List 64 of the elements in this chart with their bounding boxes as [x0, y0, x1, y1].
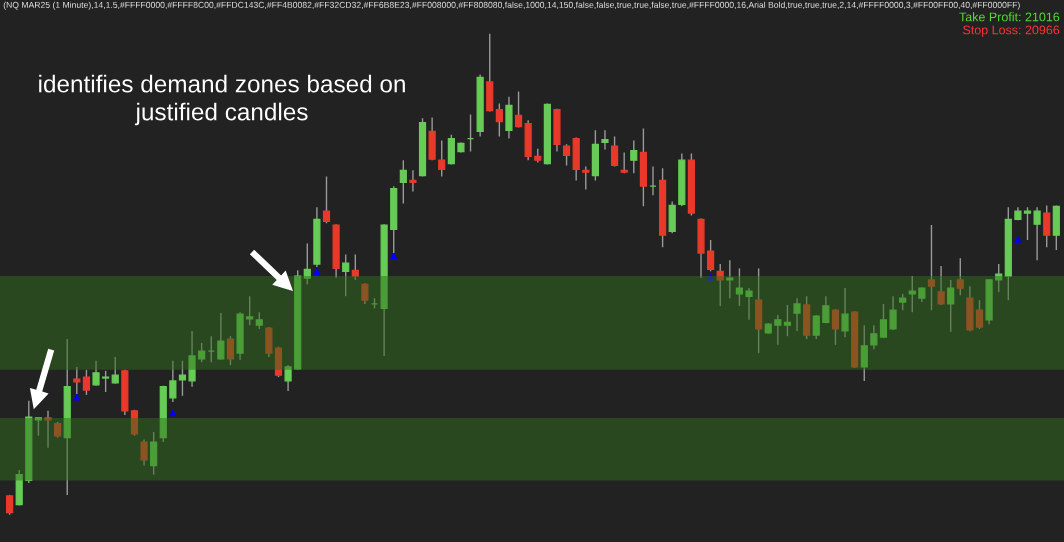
candlestick: [582, 165, 590, 191]
candlestick: [495, 102, 503, 138]
candlestick: [975, 299, 984, 330]
candlestick: [831, 308, 840, 346]
candlestick: [322, 175, 331, 224]
candlestick: [169, 360, 177, 403]
candlestick: [707, 239, 715, 272]
candlestick: [610, 135, 619, 168]
annotation: Stop Loss: 20966: [963, 25, 1060, 37]
candlestick: [889, 295, 897, 331]
candlestick: [927, 224, 936, 311]
candlestick: [284, 364, 292, 392]
candlestick: [399, 159, 407, 205]
point: [390, 251, 398, 260]
point: [313, 267, 321, 275]
candlestick: [745, 287, 753, 321]
candlestick: [102, 370, 110, 393]
candlestick: [1043, 204, 1051, 248]
text: Take Profit: 21016: [959, 12, 1060, 22]
point: [1014, 235, 1022, 243]
candlestick: [783, 304, 792, 337]
annotation: identifies demand zones based on justified candles: [39, 74, 405, 126]
candlestick: [246, 295, 254, 326]
candlestick: [716, 263, 724, 307]
candlestick: [956, 257, 964, 297]
candlestick: [226, 335, 235, 366]
candlestick: [82, 369, 91, 396]
candlestick: [178, 360, 187, 397]
candlestick: [908, 275, 916, 313]
candlestick: [774, 314, 782, 346]
candlestick: [409, 169, 417, 193]
candlestick: [198, 342, 206, 363]
candlestick: [303, 242, 311, 285]
candlestick: [111, 356, 119, 385]
candlestick: [342, 253, 350, 297]
candlestick: [947, 279, 955, 333]
candlestick: [735, 267, 744, 307]
candlestick: [995, 263, 1003, 293]
candlestick: [150, 431, 158, 476]
candlestick: [438, 139, 446, 178]
candlestick: [217, 312, 225, 361]
point: [706, 273, 715, 281]
candlestick: [841, 287, 849, 338]
candlestick: [726, 259, 734, 299]
candlestick: [937, 265, 945, 306]
candlestick: [1023, 206, 1032, 241]
candlestick: [1033, 206, 1041, 261]
candlestick: [793, 297, 801, 332]
candlestick: [140, 438, 148, 467]
candlestick: [562, 143, 571, 167]
candlestick: [860, 324, 868, 382]
candlestick: [92, 360, 100, 387]
candlestick: [812, 314, 820, 340]
candlestick: [879, 303, 888, 339]
candlestick: [44, 410, 52, 449]
candlestick: [361, 282, 369, 305]
candlestick: [130, 409, 139, 437]
candlestick: [630, 139, 638, 174]
candlestick: [870, 324, 878, 350]
candlestick: [822, 295, 830, 324]
candlestick: [351, 253, 359, 281]
chart-title: (NQ MAR25 (1 Minute),14,1.5,#FFFF0000,#FFFF8C00,#FFDC143C,#FF4B0082,#FF32CD32,#FF6B8E23,#FF008000,#FF808080,false,1000,14,150,false,false,true,true,false,true,#FFFF0000,16,Arial Bold,true,true,true,2,14,#FFFF0000,3,#FF00FF00,40,#FF0000FF): [3, 1, 1020, 10]
candlestick: [601, 129, 609, 151]
candlestick: [514, 90, 523, 129]
